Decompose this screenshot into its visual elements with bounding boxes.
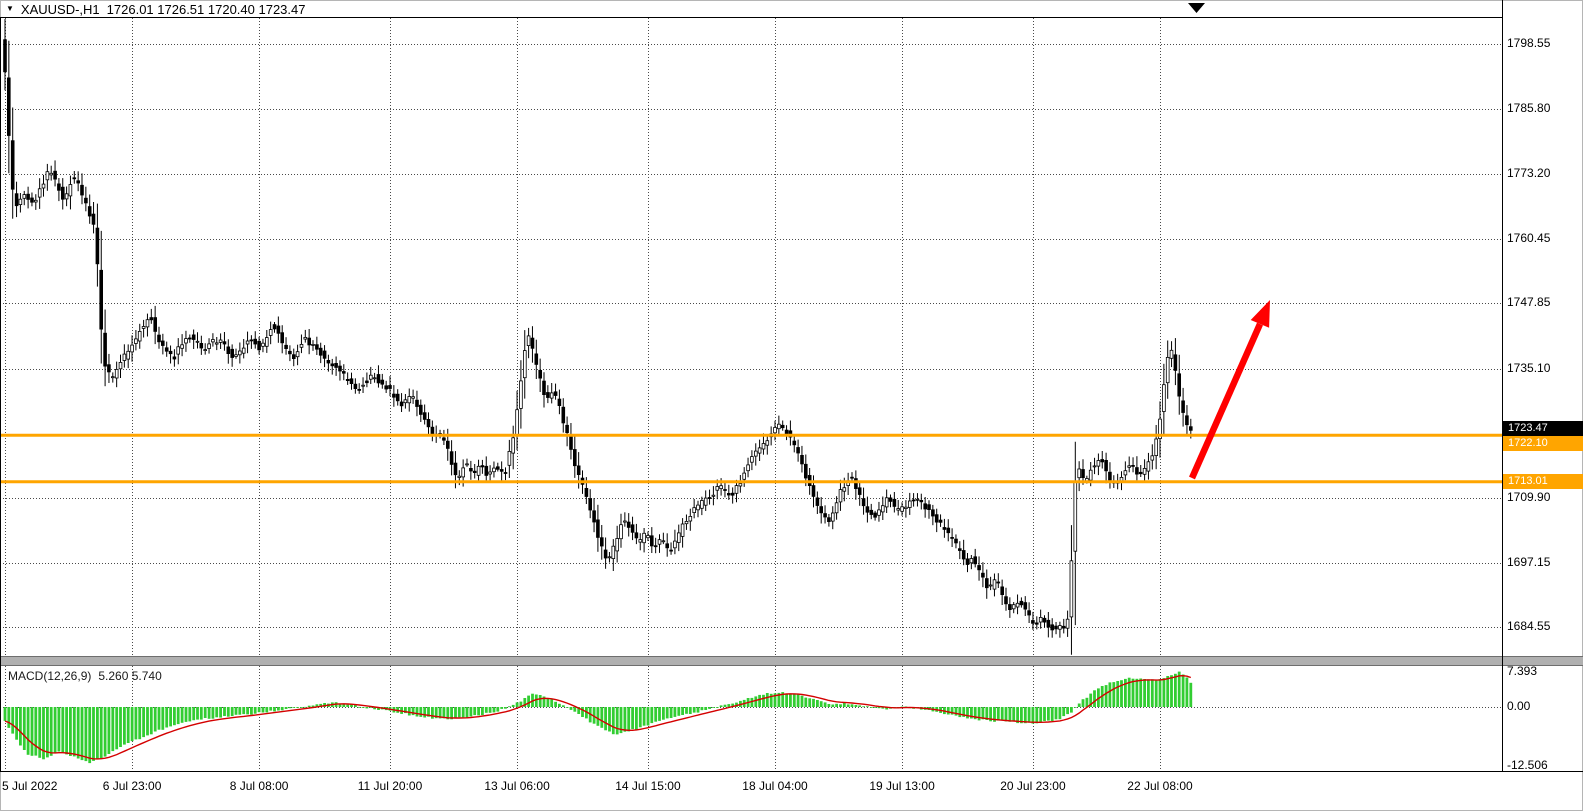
time-tick-label: 5 Jul 2022	[2, 779, 58, 793]
macd-histogram	[3, 671, 1193, 764]
time-tick-label: 6 Jul 23:00	[102, 779, 162, 793]
time-tick-label: 8 Jul 08:00	[229, 779, 289, 793]
current-price-badge: 1723.47	[1503, 420, 1583, 436]
symbol-timeframe-label: XAUUSD-,H1	[20, 1, 100, 17]
time-tick-label: 14 Jul 15:00	[615, 779, 681, 793]
trend-arrow-annotation[interactable]	[1189, 300, 1270, 480]
chart-header: ▼ XAUUSD-,H1 1726.01 1726.51 1720.40 172…	[6, 1, 305, 17]
macd-name: MACD(12,26,9)	[8, 669, 92, 683]
macd-indicator-label: MACD(12,26,9) 5.260 5.740	[8, 669, 162, 683]
time-tick-label: 13 Jul 06:00	[484, 779, 550, 793]
price-tick-label: 1684.55	[1507, 619, 1551, 634]
grid-lines	[0, 18, 1502, 771]
support-line-badge: 1713.01	[1503, 474, 1583, 490]
price-tick-label: 1760.45	[1507, 230, 1551, 245]
horizontal-price-lines[interactable]	[0, 433, 1502, 484]
resistance-line-badge: 1722.10	[1503, 435, 1583, 451]
price-tick-label: 1773.20	[1507, 165, 1551, 180]
macd-tick-label: -12.506	[1507, 757, 1548, 772]
time-tick-label: 18 Jul 04:00	[742, 779, 808, 793]
time-tick-label: 19 Jul 13:00	[869, 779, 935, 793]
macd-current-values: 5.260 5.740	[98, 669, 162, 683]
pane-divider[interactable]	[0, 656, 1583, 666]
price-tick-label: 1709.90	[1507, 489, 1551, 504]
macd-signal-line	[4, 674, 1192, 760]
candles	[3, 19, 1193, 655]
symbol-dropdown-icon[interactable]: ▼	[6, 4, 14, 13]
price-tick-label: 1735.10	[1507, 360, 1551, 375]
chart-frame	[0, 0, 1583, 772]
ohlc-values: 1726.01 1726.51 1720.40 1723.47	[106, 1, 306, 17]
price-tick-label: 1798.55	[1507, 36, 1551, 50]
price-tick-label: 1785.80	[1507, 101, 1551, 116]
macd-tick-label: 7.393	[1507, 664, 1538, 679]
time-tick-label: 20 Jul 23:00	[1000, 779, 1066, 793]
chart-shift-marker-icon[interactable]	[1188, 3, 1205, 13]
macd-tick-label: 0.00	[1507, 699, 1531, 713]
price-tick-label: 1697.15	[1507, 554, 1551, 569]
price-tick-label: 1747.85	[1507, 295, 1551, 310]
time-tick-label: 22 Jul 08:00	[1127, 779, 1193, 793]
time-tick-label: 11 Jul 20:00	[357, 779, 423, 793]
